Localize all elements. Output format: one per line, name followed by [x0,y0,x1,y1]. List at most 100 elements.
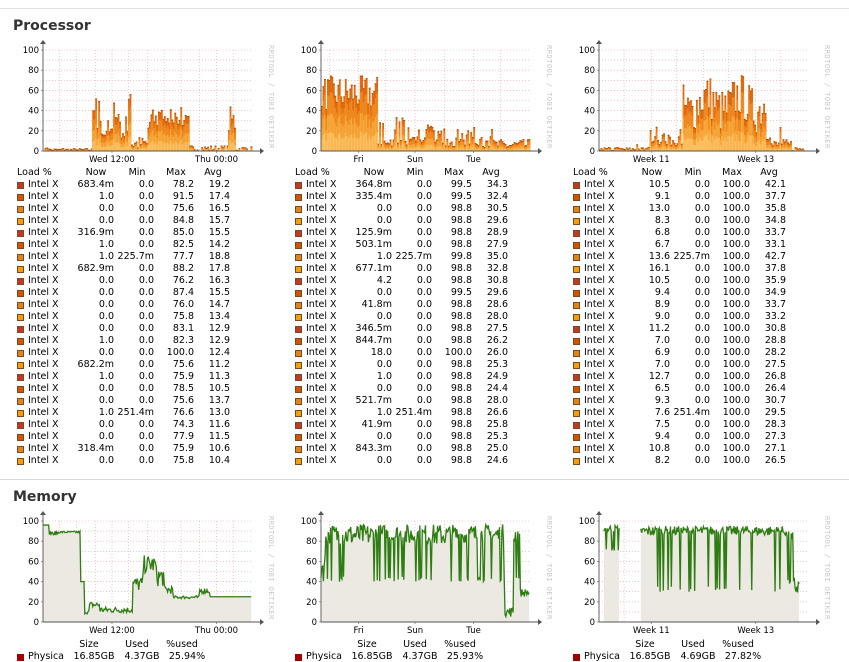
legend-avg: 29.6 [486,287,508,298]
legend-avg: 24.9 [486,371,508,382]
processor-graph-1-bar [93,140,96,151]
memory-graph-2-ytick-80: 80 [306,537,317,547]
processor-graph-1-bar [128,138,130,151]
processor-graph-3-bar [754,144,757,151]
processor-graph-2-bar [329,132,332,151]
processor-graph-2-bar [507,149,510,151]
processor-graph-2-bar [483,150,486,151]
processor-graph-1-bar [129,136,132,151]
processor-graph-3-bar [737,140,740,151]
processor-graph-3-bar [755,146,758,151]
processor-graph-2-bar [528,148,531,151]
legend-now: 521.7m [355,395,392,406]
processor-graph-2-bar [443,145,446,151]
processor-graph-2-bar [515,148,517,151]
legend-header-min: Min [128,167,146,178]
processor-graph-3-bar [713,140,716,151]
legend-row: Intel X 1.0 0.0 82.5 14.2 [17,239,230,251]
memory-legend-row: Physica 16.85GB 4.69GB 27.82% [573,651,766,662]
processor-graph-2-bar [446,147,449,151]
memory-legend-1: Size Used %used Physica 16.85GB 4.37GB 25.94% [17,639,210,662]
legend-now: 0.0 [98,287,114,298]
processor-graph-2-bar [459,148,462,151]
legend-row: Intel X 7.5 0.0 100.0 28.3 [573,419,786,431]
legend-now: 364.8m [355,179,392,190]
processor-graph-1-bar [226,148,229,151]
processor-graph-2-bar [432,145,435,151]
processor-graph-1-bar [241,150,244,151]
legend-min: 0.0 [694,323,710,334]
legend-avg: 32.8 [486,263,508,274]
legend-now: 682.9m [77,263,114,274]
processor-graph-2-bar [388,149,390,151]
processor-graph-1-bar [123,147,126,151]
processor-graph-2-bar [474,149,477,151]
legend-swatch [295,193,302,201]
processor-graph-2-bar [525,149,528,151]
legend-header-max: Max [722,167,742,178]
legend-min: 0.0 [416,311,432,322]
legend-row: Intel X 6.5 0.0 100.0 26.4 [573,383,786,395]
legend-avg: 19.2 [208,179,230,190]
legend-min: 0.0 [694,239,710,250]
processor-graph-2-bar [410,147,413,151]
legend-min: 0.0 [416,263,432,274]
processor-graph-2-bar [486,148,489,151]
processor-graph-2-bar [374,117,377,151]
processor-graph-2-bar [338,133,341,151]
processor-graph-3-bar [724,123,727,151]
memory-graph-1-ytick-0: 0 [34,618,39,628]
legend-avg: 26.6 [486,407,508,418]
legend-swatch [17,373,24,381]
legend-max: 77.7 [172,251,194,262]
processor-graph-1-bar [222,150,224,151]
legend-swatch [17,337,24,345]
memory-graph-2-watermark: RRDTOOL / TOBI OETIKER [545,516,553,620]
processor-graph-3-bar [719,145,722,151]
processor-graph-3-bar [707,129,710,151]
processor-graph-2-bar [415,148,417,151]
memory-size: 16.85GB [629,651,671,662]
processor-graph-3-bar [682,134,685,151]
legend-max: 98.8 [450,371,472,382]
processor-graph-3-bar [710,143,713,151]
legend-min: 0.0 [694,179,710,190]
processor-graph-2-bar [522,148,525,151]
processor-graph-1-bar [210,149,212,151]
legend-avg: 26.5 [764,455,786,466]
legend-avg: 37.8 [764,263,786,274]
legend-swatch [295,313,302,321]
memory-graph-2-ytick-20: 20 [306,598,317,608]
processor-graph-1-bar [184,141,187,151]
legend-now: 10.5 [648,179,670,190]
processor-graph-2-bar [412,147,414,151]
legend-now: 18.0 [370,347,392,358]
processor-graph-2-bar [470,146,473,151]
legend-label: Intel X [306,359,337,370]
legend-avg: 34.8 [764,215,786,226]
legend-now: 0.0 [98,275,114,286]
processor-graph-3-bar [649,145,652,151]
legend-now: 0.0 [98,323,114,334]
processor-graph-2-bar [404,146,407,151]
legend-min: 0.0 [138,287,154,298]
processor-graph-1-bar [120,147,123,151]
legend-min: 0.0 [416,419,432,430]
legend-max: 100.0 [166,347,194,358]
processor-graph-3-bar [761,141,764,151]
processor-graph-3-bar [606,149,609,151]
legend-max: 98.8 [450,455,472,466]
processor-graph-3-bar [788,149,791,151]
legend-label: Intel X [28,239,59,250]
processor-graph-3-bar [779,145,782,151]
legend-label: Intel X [28,359,59,370]
processor-graph-2-bar [462,148,465,151]
processor-graph-3-bar [696,125,698,151]
processor-graph-3-bar [734,140,737,151]
processor-graph-1-bar [153,143,156,151]
legend-row: Intel X 7.0 0.0 100.0 28.8 [573,335,786,347]
legend-min: 0.0 [416,203,432,214]
legend-label: Intel X [306,191,337,202]
processor-graph-1-bar [102,146,105,151]
legend-row: Intel X 682.2m 0.0 75.6 11.2 [17,359,230,371]
